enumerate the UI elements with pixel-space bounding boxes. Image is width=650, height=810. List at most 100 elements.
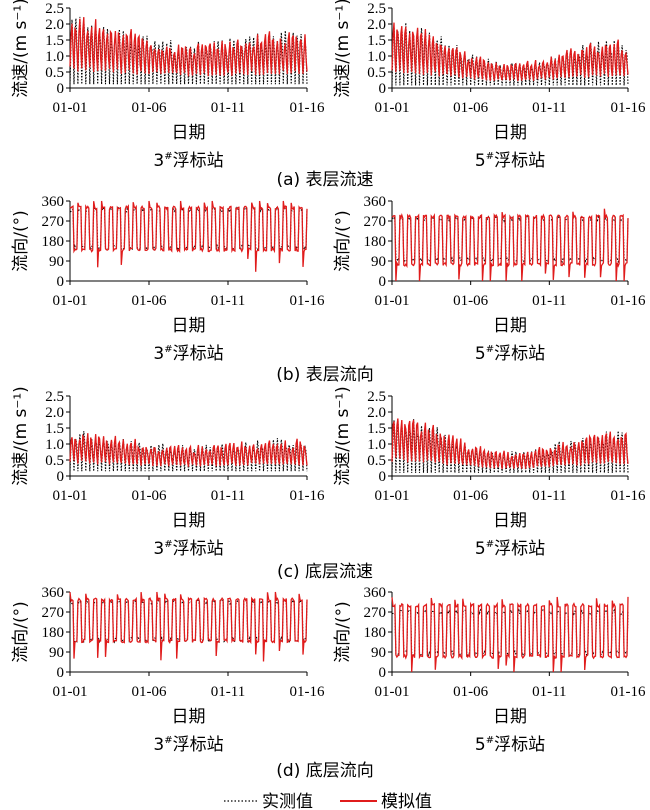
- y-tick-label: 90: [49, 645, 64, 661]
- y-tick-label: 1.5: [45, 421, 64, 437]
- y-axis-label: 流速/(m s⁻¹): [333, 386, 353, 486]
- chart-3-0: 0 90 180 270 360 01-01 01-06 01-11 01-16 流向/(°) 日期…: [11, 585, 325, 755]
- x-tick-label: 01-01: [375, 100, 410, 116]
- x-tick-label: 01-16: [290, 100, 325, 116]
- panel-3: 0 90 180 270 360 01-01 01-06 01-11 01-16 流向/(°) 日期…: [11, 585, 646, 781]
- y-tick-label: 180: [364, 625, 387, 641]
- y-tick-label: 360: [42, 194, 65, 210]
- y-tick-label: 2.5: [45, 1, 64, 17]
- series-simulated-line: [391, 22, 629, 82]
- station-label: 3#浮标站: [153, 344, 223, 364]
- y-tick-label: 2.0: [45, 405, 64, 421]
- station-label: 3#浮标站: [153, 539, 223, 559]
- panel-2: 00.51.01.52.02.501-01 01-06 01-11 01-16流速/(…: [11, 386, 646, 582]
- y-tick-label: 2.0: [367, 405, 386, 421]
- x-tick-label: 01-06: [453, 293, 488, 309]
- x-tick-label: 01-16: [611, 100, 646, 116]
- y-tick-label: 0: [379, 665, 387, 681]
- y-tick-label: 1.5: [367, 421, 386, 437]
- panel-1: 0 90 180 270 360 01-01 01-06 01-11 01-16 流向/(°) 日期…: [11, 194, 646, 385]
- x-axis-label: 日期: [493, 123, 527, 143]
- y-tick-label: 2.5: [367, 1, 386, 17]
- legend-observed-label: 实测值: [262, 792, 313, 810]
- x-axis-label: 日期: [172, 123, 206, 143]
- y-tick-label: 1.0: [45, 437, 64, 453]
- x-tick-label: 01-11: [532, 293, 566, 309]
- y-tick-label: 0.5: [45, 65, 64, 81]
- x-tick-label: 01-06: [132, 488, 167, 504]
- y-tick-label: 2.5: [45, 389, 64, 405]
- x-axis-label: 日期: [493, 707, 527, 727]
- series-simulated-line: [391, 418, 629, 470]
- x-tick-label: 01-01: [53, 684, 88, 700]
- y-tick-label: 0: [57, 665, 65, 681]
- y-tick-label: 360: [42, 585, 65, 601]
- x-tick-label: 01-11: [211, 100, 245, 116]
- y-tick-label: 90: [49, 254, 64, 270]
- y-tick-label: 2.0: [45, 17, 64, 33]
- x-tick-label: 01-01: [53, 488, 88, 504]
- chart-0-0: 00.51.01.52.02.5 01-01 01-06 01-11 01-16 流速/(…: [11, 0, 325, 171]
- x-tick-label: 01-01: [53, 293, 88, 309]
- x-axis-label: 日期: [172, 511, 206, 531]
- legend-simulated-label: 模拟值: [381, 792, 432, 810]
- panel-caption: (c) 底层流速: [277, 562, 373, 582]
- y-tick-label: 180: [364, 234, 387, 250]
- y-tick-label: 90: [371, 254, 386, 270]
- station-label: 3#浮标站: [153, 735, 223, 755]
- panel-caption: (d) 底层流向: [276, 761, 373, 781]
- legend: 实测值 模拟值: [224, 792, 432, 810]
- panel-0: 00.51.01.52.02.501-01 01-06 01-11 01-16流速/(…: [11, 0, 646, 190]
- y-tick-label: 1.5: [45, 33, 64, 49]
- series-simulated-line: [69, 433, 308, 467]
- y-tick-label: 360: [364, 585, 387, 601]
- y-tick-label: 180: [42, 625, 65, 641]
- series-observed-line: [391, 418, 629, 473]
- y-tick-label: 1.5: [367, 33, 386, 49]
- x-tick-label: 01-06: [453, 100, 488, 116]
- y-tick-label: 1.0: [367, 49, 386, 65]
- x-tick-label: 01-01: [375, 684, 410, 700]
- y-axis-label: 流速/(m s⁻¹): [333, 0, 353, 98]
- series-observed-line: [69, 431, 308, 472]
- station-label: 3#浮标站: [153, 151, 223, 171]
- x-axis-label: 日期: [493, 316, 527, 336]
- x-tick-label: 01-16: [611, 293, 646, 309]
- series-simulated-line: [69, 17, 308, 77]
- y-tick-label: 1.0: [367, 437, 386, 453]
- series-simulated-line: [69, 591, 308, 662]
- y-axis-label: 流速/(m s⁻¹): [11, 0, 31, 98]
- y-tick-label: 0.5: [367, 65, 386, 81]
- x-tick-label: 01-16: [290, 684, 325, 700]
- station-label: 5#浮标站: [475, 539, 545, 559]
- y-tick-label: 270: [42, 605, 65, 621]
- panel-caption: (a) 表层流速: [276, 170, 373, 190]
- y-tick-label: 180: [42, 234, 65, 250]
- y-tick-label: 0: [57, 81, 65, 97]
- chart-2-0: 00.51.01.52.02.5 01-01 01-06 01-11 01-16 流速/(…: [11, 386, 325, 559]
- x-axis-label: 日期: [172, 707, 206, 727]
- x-axis-label: 日期: [493, 511, 527, 531]
- x-tick-label: 01-11: [532, 684, 566, 700]
- x-tick-label: 01-06: [132, 293, 167, 309]
- y-tick-label: 1.0: [45, 49, 64, 65]
- station-label: 5#浮标站: [475, 735, 545, 755]
- y-tick-label: 0: [379, 274, 387, 290]
- y-axis-label: 流向/(°): [11, 601, 31, 663]
- series-simulated-line: [69, 200, 308, 272]
- x-tick-label: 01-06: [453, 684, 488, 700]
- chart-1-0: 0 90 180 270 360 01-01 01-06 01-11 01-16 流向/(°) 日期…: [11, 194, 325, 364]
- x-tick-label: 01-16: [290, 488, 325, 504]
- y-tick-label: 2.5: [367, 389, 386, 405]
- y-tick-label: 0.5: [367, 453, 386, 469]
- x-tick-label: 01-11: [211, 684, 245, 700]
- y-tick-label: 270: [364, 605, 387, 621]
- series-observed-line: [69, 16, 308, 85]
- x-tick-label: 01-11: [211, 293, 245, 309]
- x-tick-label: 01-11: [532, 488, 566, 504]
- station-label: 5#浮标站: [475, 344, 545, 364]
- y-tick-label: 0: [57, 469, 65, 485]
- x-tick-label: 01-16: [290, 293, 325, 309]
- x-tick-label: 01-01: [375, 488, 410, 504]
